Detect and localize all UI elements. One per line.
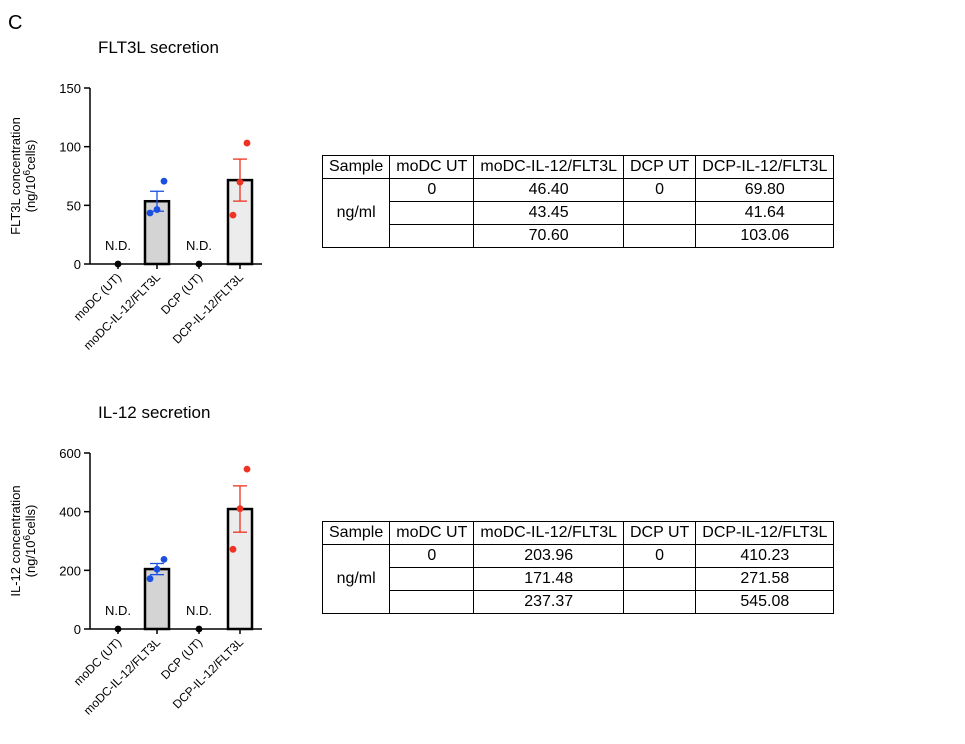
data-point xyxy=(160,177,168,185)
data-point xyxy=(236,505,244,513)
il12-bar-chart: 0 200 400 600 IL-12 concentration (ng/106cell… xyxy=(8,446,262,718)
panel-label: C xyxy=(8,12,23,34)
table-cell xyxy=(622,567,697,591)
data-point xyxy=(160,555,168,563)
table-row: 171.48 271.58 xyxy=(323,567,835,591)
y-tick-label: 400 xyxy=(59,505,81,520)
table-cell xyxy=(622,590,697,614)
header-cell: moDC-IL-12/FLT3L xyxy=(473,155,624,179)
y-tick-label: 0 xyxy=(74,622,81,637)
y-tick-label: 200 xyxy=(59,563,81,578)
table-row: ng/ml 0 203.96 0 410.23 xyxy=(321,544,835,614)
flt3l-values-table: Sample moDC UT moDC-IL-12/FLT3L DCP UT D… xyxy=(321,155,835,248)
nd-label: N.D. xyxy=(105,238,131,253)
il12-values-table: Sample moDC UT moDC-IL-12/FLT3L DCP UT D… xyxy=(321,521,835,614)
table-cell: 41.64 xyxy=(695,201,835,225)
table-cell: 70.60 xyxy=(473,224,624,248)
x-tick-label: moDC-IL-12/FLT3L xyxy=(81,270,164,353)
unit-cell: ng/ml xyxy=(321,178,391,248)
table-cell: 203.96 xyxy=(473,544,624,568)
table-cell: 0 xyxy=(622,178,697,202)
data-point xyxy=(146,209,154,217)
table-cell: 271.58 xyxy=(695,567,835,591)
table-cell: 237.37 xyxy=(473,590,624,614)
data-point xyxy=(153,206,161,213)
y-tick-label: 150 xyxy=(59,81,81,96)
data-point xyxy=(229,211,237,219)
header-cell: DCP-IL-12/FLT3L xyxy=(695,155,835,179)
table-cell: 69.80 xyxy=(695,178,835,202)
table-header-row: Sample moDC UT moDC-IL-12/FLT3L DCP UT D… xyxy=(321,521,835,545)
chart-title-il12: IL-12 secretion xyxy=(98,403,211,422)
y-tick-label: 100 xyxy=(59,140,81,155)
y-axis-label-unit: (ng/106cells) xyxy=(22,140,38,213)
table-cell xyxy=(389,224,475,248)
data-point xyxy=(243,465,251,473)
nd-label: N.D. xyxy=(186,238,212,253)
header-cell: DCP UT xyxy=(622,155,697,179)
y-axis-label-unit: (ng/106cells) xyxy=(22,505,38,578)
flt3l-bar-chart: 0 50 100 150 FLT3L concentration (ng/106cells… xyxy=(8,81,262,353)
header-cell: moDC UT xyxy=(389,155,475,179)
table-cell xyxy=(389,201,475,225)
table-row: 43.45 41.64 xyxy=(323,201,835,225)
table-cell xyxy=(389,567,475,591)
unit-cell: ng/ml xyxy=(321,544,391,614)
y-axis-label: FLT3L concentration xyxy=(8,117,23,235)
nd-label: N.D. xyxy=(105,603,131,618)
table-cell: 43.45 xyxy=(473,201,624,225)
data-point xyxy=(243,139,251,147)
data-point xyxy=(229,545,237,553)
table-row: ng/ml 0 46.40 0 69.80 xyxy=(321,178,835,248)
table-row: 70.60 103.06 xyxy=(323,224,835,248)
header-cell: DCP UT xyxy=(622,521,697,545)
table-cell xyxy=(389,590,475,614)
table-cell: 410.23 xyxy=(695,544,835,568)
nd-label: N.D. xyxy=(186,603,212,618)
table-cell: 0 xyxy=(389,178,475,202)
data-point xyxy=(146,575,154,583)
header-cell: moDC UT xyxy=(389,521,475,545)
table-cell xyxy=(622,201,697,225)
y-tick-label: 50 xyxy=(67,198,81,213)
header-cell: DCP-IL-12/FLT3L xyxy=(695,521,835,545)
table-cell: 103.06 xyxy=(695,224,835,248)
table-cell: 46.40 xyxy=(473,178,624,202)
table-cell: 0 xyxy=(622,544,697,568)
header-cell: Sample xyxy=(321,521,391,545)
x-tick-label: DCP-IL-12/FLT3L xyxy=(170,635,246,711)
x-tick-label: DCP-IL-12/FLT3L xyxy=(170,270,246,346)
table-cell xyxy=(622,224,697,248)
table-cell: 171.48 xyxy=(473,567,624,591)
data-point xyxy=(153,565,161,573)
table-row: 237.37 545.08 xyxy=(323,590,835,614)
header-cell: moDC-IL-12/FLT3L xyxy=(473,521,624,545)
table-header-row: Sample moDC UT moDC-IL-12/FLT3L DCP UT D… xyxy=(321,155,835,179)
y-axis-label: IL-12 concentration xyxy=(8,485,23,596)
table-cell: 545.08 xyxy=(695,590,835,614)
header-cell: Sample xyxy=(321,155,391,179)
y-tick-label: 600 xyxy=(59,446,81,461)
data-point xyxy=(236,178,244,186)
chart-title-flt3l: FLT3L secretion xyxy=(98,38,219,57)
x-tick-label: moDC-IL-12/FLT3L xyxy=(81,635,164,718)
y-tick-label: 0 xyxy=(74,257,81,272)
table-cell: 0 xyxy=(389,544,475,568)
